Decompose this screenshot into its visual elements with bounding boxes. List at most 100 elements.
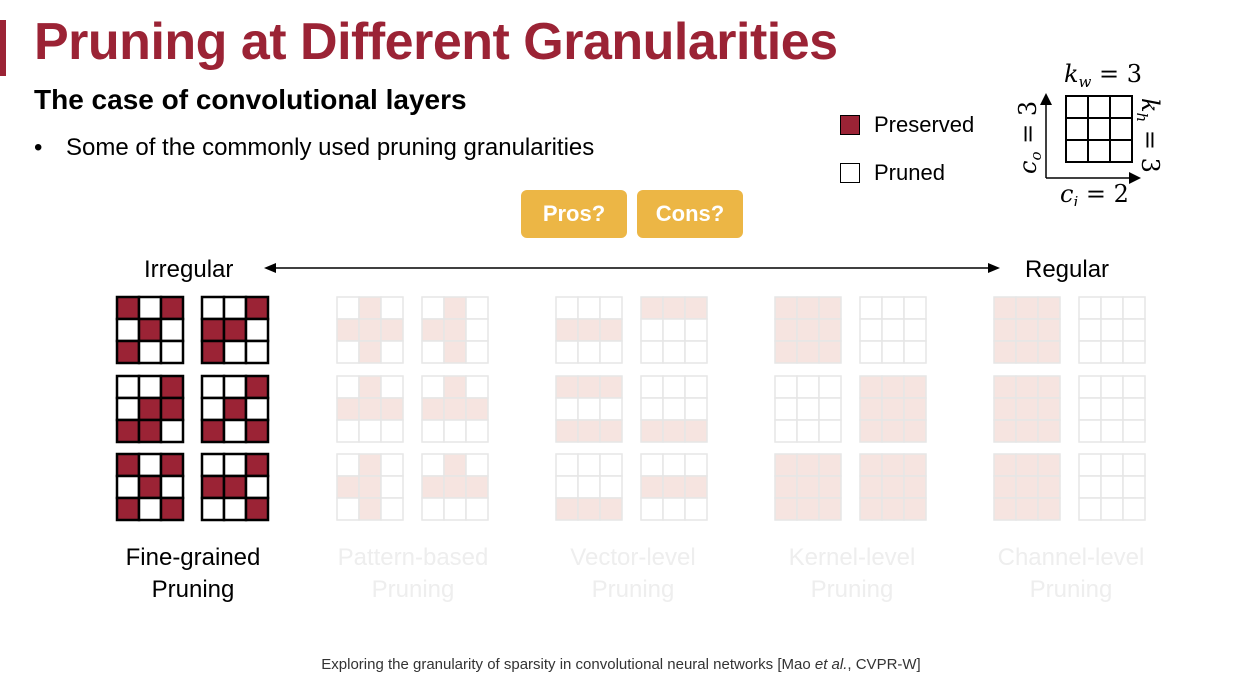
pruned-cell [159,317,185,343]
preserved-cell [159,396,185,422]
preserved-cell [599,497,623,521]
pruned-cell [640,453,664,477]
pruned-cell [555,397,579,421]
preserved-cell [1037,419,1061,443]
kernel-grid [336,296,404,364]
pruned-cell [336,419,360,443]
pruned-cell [662,453,686,477]
preserved-cell [881,497,905,521]
pruned-cell [1100,296,1124,320]
preserved-cell [859,453,883,477]
pruned-cell [1122,340,1146,364]
pruned-cell [244,474,270,500]
cons-button[interactable]: Cons? [637,190,743,238]
preserved-cell [1037,340,1061,364]
pruned-cell [222,496,248,522]
preserved-cell [443,453,467,477]
pruned-cell [137,374,163,400]
pruned-cell [421,453,445,477]
preserved-cell [881,375,905,399]
pruned-cell [881,340,905,364]
pruned-cell [465,318,489,342]
pruned-cell [1100,497,1124,521]
pruned-cell [577,397,601,421]
pruned-cell [380,419,404,443]
kernel-grid [421,453,489,521]
pruned-cell [1078,397,1102,421]
pruned-cell [358,419,382,443]
ci-label: ci = 2 [1060,180,1129,206]
pruned-cell [684,318,708,342]
kernel-grid [200,295,270,365]
spectrum-left-label: Irregular [144,256,234,283]
preserved-cell [903,419,927,443]
preserved-cell [684,296,708,320]
preserved-cell [159,452,185,478]
pruned-cell [555,340,579,364]
kernel-grid [421,375,489,443]
spectrum-right-label: Regular [1025,256,1110,283]
pruned-cell [115,374,141,400]
preserved-cell [640,475,664,499]
kernel-grid [993,453,1061,521]
preserved-cell [115,418,141,444]
pruned-cell [640,375,664,399]
kernel-grid [555,375,623,443]
pruned-cell [200,396,226,422]
pruned-cell [684,375,708,399]
kernel-grid [1078,375,1146,443]
pruned-cell [599,397,623,421]
pruned-cell [443,419,467,443]
pruned-cell [336,296,360,320]
slide-title: Pruning at Different Granularities [34,13,838,71]
pruned-cell [159,339,185,365]
kernel-grid [774,453,842,521]
pruned-cell [137,496,163,522]
pros-button[interactable]: Pros? [521,190,627,238]
kernel-grid [336,453,404,521]
kw-label: kw = 3 [1064,60,1142,91]
group-label-pattern-based: Pattern-based Pruning [337,544,489,603]
pruned-cell [421,497,445,521]
kernel-grid [115,295,185,365]
preserved-cell [336,318,360,342]
pruned-cell [380,296,404,320]
pruned-cell [1122,375,1146,399]
preserved-cell [244,295,270,321]
preserved-cell [137,418,163,444]
pruned-cell [465,453,489,477]
pruned-cell [774,419,798,443]
kernel-grid [421,296,489,364]
pruned-cell [1100,397,1124,421]
preserved-cell [881,397,905,421]
preserved-cell [555,318,579,342]
preserved-cell [336,397,360,421]
preserved-cell [443,340,467,364]
preserved-cell [993,453,1017,477]
preserved-cell [244,452,270,478]
preserved-cell [859,375,883,399]
preserved-cell [159,295,185,321]
preserved-cell [244,496,270,522]
preserved-cell [903,453,927,477]
pruned-cell [881,296,905,320]
preserved-cell [818,318,842,342]
group-label-fine-grained: Fine-grained Pruning [125,544,261,603]
pruned-cell [244,396,270,422]
pruned-cell [684,453,708,477]
pruned-cell [1122,497,1146,521]
pruned-cell [684,340,708,364]
pruned-cell [903,296,927,320]
preserved-cell [903,397,927,421]
preserved-cell [443,397,467,421]
pruned-cell [244,339,270,365]
preserved-cell [244,418,270,444]
preserved-cell [1037,475,1061,499]
pruned-cell [684,397,708,421]
pruned-cell [1078,453,1102,477]
preserved-cell [555,497,579,521]
preserved-cell [1037,375,1061,399]
legend-pruned: Pruned [840,160,945,186]
pruned-cell [1078,497,1102,521]
preserved-cell [684,475,708,499]
